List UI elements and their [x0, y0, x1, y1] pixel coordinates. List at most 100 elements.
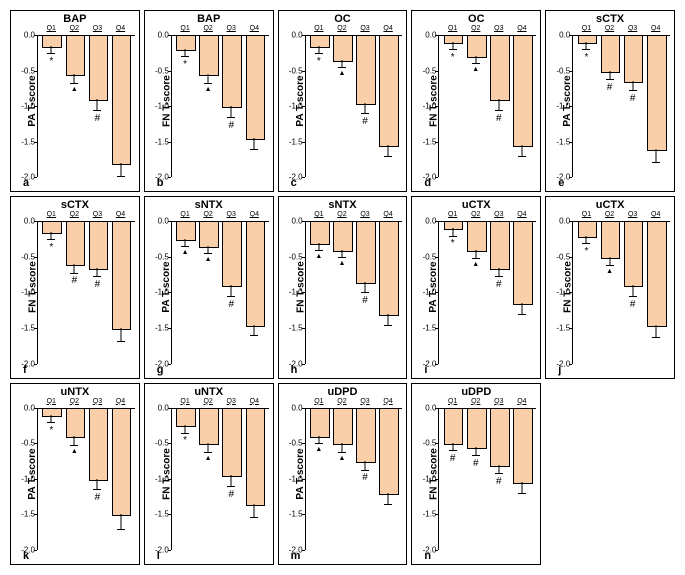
plot-area: 0.0-0.5-1.0-1.5-2.0Q1*Q2▲Q3#Q4: [438, 221, 536, 363]
category-label: Q4: [112, 25, 130, 32]
category-label: Q4: [513, 211, 531, 218]
error-bar: [66, 408, 84, 550]
significance-symbol: ▲: [472, 66, 479, 73]
error-bar: [199, 408, 217, 550]
error-bar: [601, 35, 619, 177]
category-label: Q2: [66, 25, 84, 32]
category-label: Q4: [246, 25, 264, 32]
significance-symbol: #: [228, 120, 234, 131]
significance-symbol: #: [228, 299, 234, 310]
significance-symbol: #: [607, 82, 613, 93]
error-bar: [176, 35, 194, 177]
significance-symbol: ▲: [71, 448, 78, 455]
error-bar: [222, 408, 240, 550]
ytick-label: -1.0: [21, 474, 35, 483]
panel-m: uDPDPA T-scorem0.0-0.5-1.0-1.5-2.0Q1▲Q2▲…: [278, 383, 408, 565]
ytick-label: -2.0: [423, 359, 437, 368]
ytick-label: -1.5: [289, 137, 303, 146]
significance-symbol: #: [362, 116, 368, 127]
ytick-label: 0.0: [291, 31, 302, 40]
ytick-label: -2.0: [556, 173, 570, 182]
panel-n: uDPDFN T-scoren0.0-0.5-1.0-1.5-2.0Q1#Q2#…: [411, 383, 541, 565]
error-bar: [222, 221, 240, 363]
ytick-label: -1.5: [556, 324, 570, 333]
panel-g: sNTXPA T-scoreg0.0-0.5-1.0-1.5-2.0Q1▲Q2▲…: [144, 196, 274, 378]
category-label: Q3: [356, 398, 374, 405]
error-bar: [89, 221, 107, 363]
panel-title: OC: [279, 13, 407, 25]
error-bar: [176, 221, 194, 363]
category-label: Q1: [42, 211, 60, 218]
category-label: Q1: [42, 398, 60, 405]
significance-symbol: ▲: [71, 86, 78, 93]
plot-area: 0.0-0.5-1.0-1.5-2.0Q1*Q2▲Q3#Q4: [171, 35, 269, 177]
significance-symbol: *: [49, 425, 53, 436]
category-label: Q1: [176, 211, 194, 218]
error-bar: [467, 221, 485, 363]
plot-area: 0.0-0.5-1.0-1.5-2.0Q1*Q2#Q3#Q4: [572, 35, 670, 177]
error-bar: [333, 35, 351, 177]
error-bar: [112, 408, 130, 550]
category-label: Q2: [467, 25, 485, 32]
category-label: Q4: [112, 211, 130, 218]
ytick-label: -2.0: [556, 359, 570, 368]
error-bar: [467, 408, 485, 550]
plot-area: 0.0-0.5-1.0-1.5-2.0Q1*Q2▲Q3#Q4: [37, 408, 135, 550]
ytick-label: 0.0: [24, 217, 35, 226]
error-bar: [467, 35, 485, 177]
ytick-label: 0.0: [158, 403, 169, 412]
category-label: Q1: [578, 25, 596, 32]
ytick-label: -1.0: [423, 102, 437, 111]
category-label: Q3: [222, 25, 240, 32]
ytick-label: -1.0: [155, 474, 169, 483]
error-bar: [601, 221, 619, 363]
ytick-label: -1.5: [423, 324, 437, 333]
significance-symbol: *: [317, 56, 321, 67]
ytick-label: 0.0: [158, 217, 169, 226]
ytick-label: -2.0: [289, 173, 303, 182]
plot-area: 0.0-0.5-1.0-1.5-2.0Q1*Q2▲Q3#Q4: [171, 408, 269, 550]
ytick-label: 0.0: [425, 31, 436, 40]
error-bar: [333, 221, 351, 363]
error-bar: [356, 35, 374, 177]
category-label: Q4: [246, 398, 264, 405]
category-label: Q1: [578, 211, 596, 218]
ytick-label: -0.5: [155, 252, 169, 261]
panel-title: uNTX: [145, 386, 273, 398]
error-bar: [66, 221, 84, 363]
category-label: Q2: [199, 398, 217, 405]
ytick-label: -1.5: [155, 324, 169, 333]
category-label: Q3: [222, 211, 240, 218]
ytick-label: 0.0: [559, 217, 570, 226]
significance-symbol: ▲: [338, 70, 345, 77]
ytick-label: -2.0: [289, 359, 303, 368]
plot-area: 0.0-0.5-1.0-1.5-2.0Q1#Q2#Q3#Q4: [438, 408, 536, 550]
panel-title: OC: [412, 13, 540, 25]
ytick-label: -1.0: [423, 474, 437, 483]
error-bar: [112, 35, 130, 177]
category-label: Q4: [379, 211, 397, 218]
ytick-label: -0.5: [556, 252, 570, 261]
significance-symbol: *: [585, 246, 589, 257]
significance-symbol: #: [450, 453, 456, 464]
error-bar: [356, 221, 374, 363]
error-bar: [513, 35, 531, 177]
significance-symbol: ▲: [338, 455, 345, 462]
significance-symbol: ▲: [205, 455, 212, 462]
error-bar: [379, 35, 397, 177]
significance-symbol: #: [95, 279, 101, 290]
panel-c: OCPA T-scorec0.0-0.5-1.0-1.5-2.0Q1*Q2▲Q3…: [278, 10, 408, 192]
significance-symbol: ▲: [338, 260, 345, 267]
error-bar: [310, 408, 328, 550]
ytick-label: -2.0: [155, 359, 169, 368]
ytick-label: -0.5: [423, 439, 437, 448]
ytick-label: -2.0: [21, 359, 35, 368]
ytick-label: -1.5: [21, 510, 35, 519]
ytick-label: -2.0: [423, 545, 437, 554]
category-label: Q2: [467, 211, 485, 218]
error-bar: [624, 221, 642, 363]
error-bar: [66, 35, 84, 177]
error-bar: [112, 221, 130, 363]
category-label: Q3: [89, 25, 107, 32]
panel-i: uCTXPA T-scorei0.0-0.5-1.0-1.5-2.0Q1*Q2▲…: [411, 196, 541, 378]
